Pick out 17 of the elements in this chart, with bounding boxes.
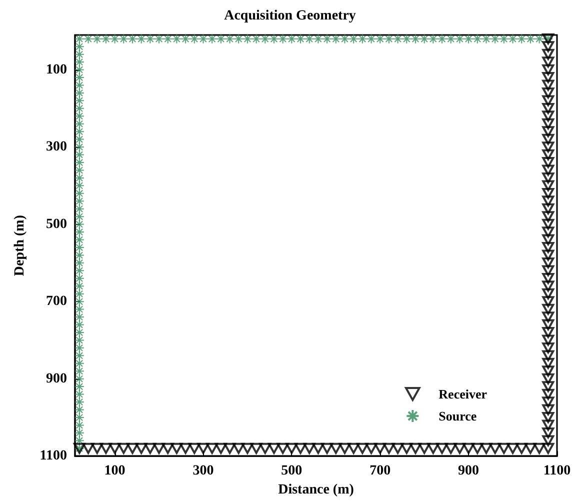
x-tick-label: 700 [370,464,391,479]
x-tick-label: 100 [104,464,126,479]
y-tick-label: 100 [46,62,67,78]
x-tick-label: 500 [281,464,302,479]
legend-label: Source [438,408,477,424]
chart-title: Acquisition Geometry [224,8,356,24]
y-tick-label: 300 [46,140,67,155]
y-tick-label: 1100 [40,448,67,464]
y-tick-label: 500 [46,216,67,232]
y-tick-label: 900 [46,371,67,386]
y-axis-title: Depth (m) [12,214,28,276]
x-tick-label: 300 [192,464,214,479]
y-tick-label: 700 [46,294,67,310]
x-tick-label: 1100 [543,464,571,479]
legend-label: Receiver [438,386,488,402]
x-tick-label: 900 [458,464,480,479]
x-axis-title: Distance (m) [278,482,354,498]
